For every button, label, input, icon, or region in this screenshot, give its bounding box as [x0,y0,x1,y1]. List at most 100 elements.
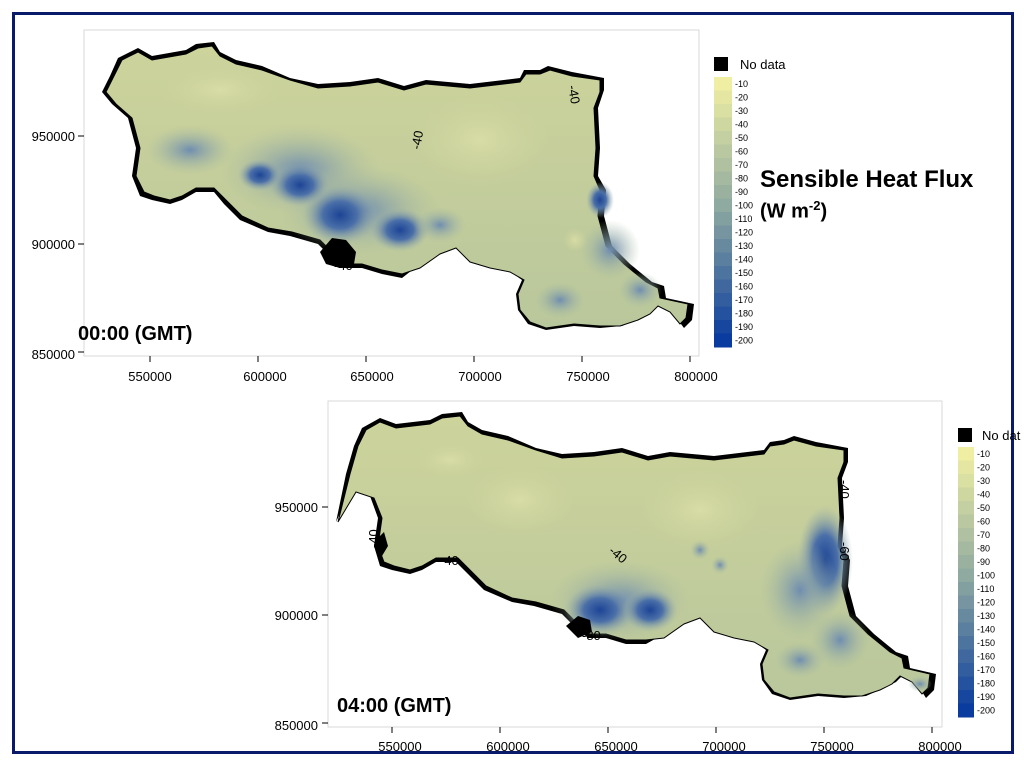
colorbar-step [714,117,732,132]
y-tick-label: 950000 [275,500,318,515]
panel-0400: -40 -40 -40 -40 -60 -80 550000 600000 65… [275,400,1021,754]
x-axis: 550000 600000 650000 700000 750000 80000… [128,356,718,384]
x-tick-label: 650000 [594,739,637,754]
legend-level-label: -170 [977,665,995,675]
colorbar-step [714,293,732,307]
colorbar-step [714,225,732,240]
contour-label: -80 [582,628,601,643]
colorbar-step [714,306,732,321]
colorbar-step [714,266,732,280]
figure-unit: (W m-2) [760,198,827,224]
legend-level-label: -20 [977,462,990,472]
time-label: 04:00 (GMT) [337,695,451,717]
legend-labels: -10 -20 -30 -40 -50 -60 -70 -80 -90 -100 -110 -120 -… [977,449,995,716]
colorbar-step [958,460,974,475]
x-tick-label: 550000 [378,739,421,754]
colorbar-step [958,622,974,637]
colorbar-step [958,514,974,529]
legend-level-label: -190 [977,692,995,702]
legend-level-label: -50 [977,503,990,513]
legend-level-label: -40 [735,119,748,129]
figure-title: Sensible Heat Flux [760,166,974,193]
legend-level-label: -150 [977,638,995,648]
contour-label: -40 [440,553,459,568]
y-tick-label: 950000 [32,129,75,144]
colorbar-step [714,131,732,145]
legend-level-label: -110 [977,584,994,594]
legend-level-label: -100 [977,570,995,580]
y-axis: 950000 900000 850000 [32,129,84,362]
colorbar-step [958,595,974,610]
colorbar-step [958,636,974,650]
x-axis: 550000 600000 650000 700000 750000 80000… [378,727,962,754]
legend-level-label: -130 [735,241,753,251]
legend: No data -10-20-30-40-50-60-70-80-90-100-… [714,57,786,348]
legend-level-label: -200 [735,335,753,345]
colorbar-step [958,501,974,515]
legend-level-label: -140 [735,254,753,264]
legend-level-label: -90 [735,187,748,197]
colorbar-step [714,77,732,91]
colorbar-step [714,198,732,213]
colorbar-step [958,663,974,677]
legend-level-label: -60 [977,516,990,526]
y-tick-label: 850000 [32,347,75,362]
legend-level-label: -130 [977,611,995,621]
legend-level-label: -30 [977,476,990,486]
legend-level-label: -80 [977,543,990,553]
legend: No dat -10-20-30-40-50-60-70-80-90-100-1… [958,428,1021,718]
contour-label: -40 [408,129,426,150]
panel-0000: -40 -40 -40 550000 600000 650000 700000 … [32,29,786,384]
legend-level-label: -160 [735,281,753,291]
colorbar-step [958,541,974,556]
colorbar-step [958,703,974,718]
nodata-label: No data [740,57,786,72]
y-axis: 950000 900000 850000 [275,500,328,733]
contour-label: -60 [837,542,852,561]
colorbar-step [714,185,732,199]
colorbar-step [958,609,974,623]
legend-level-label: -200 [977,705,995,715]
legend-level-label: -40 [977,489,990,499]
legend-level-label: -100 [735,200,753,210]
contour-label: -40 [366,529,381,548]
nodata-patch [320,238,356,268]
x-tick-label: 700000 [702,739,745,754]
legend-labels: -10 -20 -30 -40 -50 -60 -70 -80 -90 -100 -110 -120 -… [735,79,753,346]
flux-shading [145,65,662,318]
colorbar-step [714,239,732,253]
legend-level-label: -60 [735,146,748,156]
flux-shading [415,442,932,692]
legend-level-label: -140 [977,624,995,634]
colorbar-step [714,171,732,186]
x-tick-label: 800000 [674,369,717,384]
colorbar-step [958,676,974,691]
unit-exponent: -2 [808,198,821,213]
legend-level-label: -90 [977,557,990,567]
legend-colorbar [714,77,732,348]
legend-level-label: -180 [735,308,753,318]
legend-level-label: -70 [735,160,748,170]
colorbar-step [958,555,974,569]
contour-label: -40 [565,84,583,105]
colorbar-step [958,447,974,461]
x-tick-label: 700000 [458,369,501,384]
contour-label: -40 [837,480,852,499]
legend-level-label: -150 [735,268,753,278]
legend-level-label: -30 [735,106,748,116]
nodata-swatch [714,57,728,71]
legend-level-label: -50 [735,133,748,143]
colorbar-step [958,474,974,488]
time-label: 00:00 (GMT) [78,323,192,345]
legend-level-label: -110 [735,214,752,224]
legend-level-label: -120 [735,227,753,237]
x-tick-label: 750000 [566,369,609,384]
colorbar-step [958,582,974,596]
unit-base: (W m [760,200,809,223]
legend-level-label: -70 [977,530,990,540]
colorbar-step [714,158,732,172]
legend-colorbar [958,447,974,718]
colorbar-step [714,144,732,159]
colorbar-step [714,333,732,348]
